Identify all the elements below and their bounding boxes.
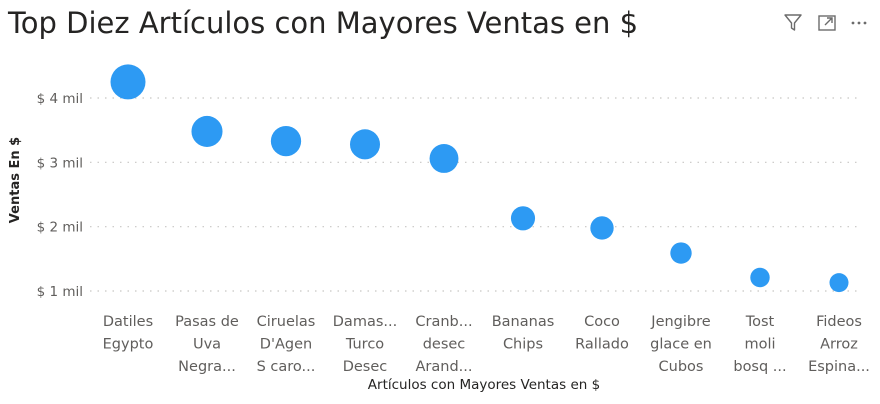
- data-point[interactable]: [270, 125, 302, 157]
- y-tick-label: $ 3 mil: [37, 155, 83, 171]
- x-tick-label: Pasas de Uva Negra...: [175, 314, 239, 375]
- data-point[interactable]: [191, 115, 223, 147]
- y-tick-label: $ 2 mil: [37, 220, 83, 236]
- filter-icon[interactable]: [782, 12, 804, 34]
- y-tick-label: $ 4 mil: [37, 91, 83, 107]
- y-axis-ticks: $ 1 mil $ 2 mil $ 3 mil $ 4 mil: [37, 91, 83, 300]
- data-point[interactable]: [110, 64, 146, 100]
- more-options-icon[interactable]: [850, 12, 868, 34]
- x-tick-label: Cranb... desec Arand...: [415, 314, 472, 375]
- visual-header-toolbar: [782, 12, 868, 34]
- gridlines: [90, 97, 862, 292]
- data-points: [110, 64, 849, 293]
- data-point[interactable]: [510, 206, 536, 231]
- x-axis-ticks: Datiles Egypto Pasas de Uva Negra... Ciruelas…: [103, 314, 870, 375]
- x-tick-label: Ciruelas D'Agen S caro...: [257, 314, 316, 375]
- y-tick-label: $ 1 mil: [37, 284, 83, 300]
- x-tick-label: Datiles Egypto: [103, 314, 154, 353]
- y-axis-label: Ventas En $: [8, 137, 23, 223]
- data-point[interactable]: [829, 273, 849, 293]
- x-tick-label: Bananas Chips: [492, 314, 555, 353]
- focus-mode-icon[interactable]: [816, 12, 838, 34]
- x-axis-label: Artículos con Mayores Ventas en $: [368, 377, 600, 393]
- x-tick-label: Damas... Turco Desec: [333, 314, 397, 375]
- x-tick-label: Fideos Arroz Espina...: [808, 314, 870, 375]
- x-tick-label: Jengibre glace en Cubos: [650, 314, 712, 375]
- chart-title: Top Diez Artículos con Mayores Ventas en…: [8, 6, 639, 40]
- x-tick-label: Tost moli bosq ...: [733, 314, 786, 375]
- x-tick-label: Coco Rallado: [575, 314, 629, 353]
- data-point[interactable]: [590, 216, 614, 240]
- data-point[interactable]: [750, 267, 770, 288]
- data-point[interactable]: [349, 129, 381, 160]
- data-point[interactable]: [429, 144, 459, 173]
- data-point[interactable]: [670, 242, 692, 264]
